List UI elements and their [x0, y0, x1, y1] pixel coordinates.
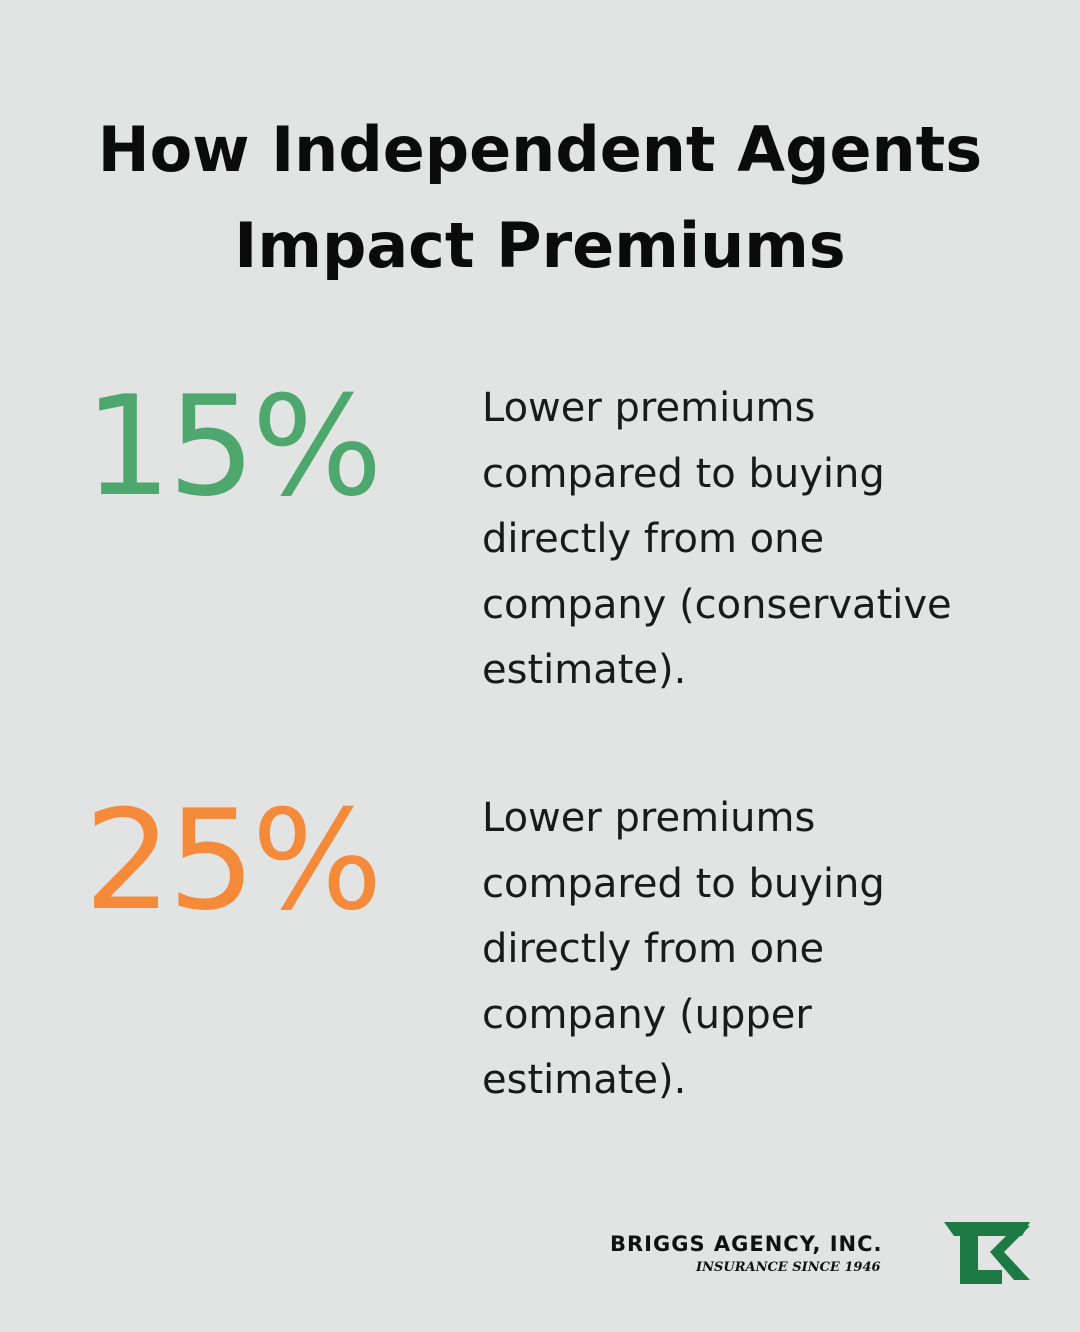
stat-description-line: directly from one [482, 926, 825, 972]
logo-tagline: INSURANCE SINCE 1946 [696, 1260, 881, 1275]
stat-description: Lower premiums compared to buying direct… [482, 786, 1042, 1114]
stat-description-line: Lower premiums [482, 385, 816, 431]
stat-description: Lower premiums compared to buying direct… [482, 376, 1042, 704]
page-title: How Independent Agents Impact Premiums [0, 102, 1080, 294]
stat-value: 15% [84, 366, 383, 527]
stat-value: 25% [84, 780, 383, 941]
title-line-1: How Independent Agents [97, 113, 983, 186]
stat-description-line: Lower premiums [482, 795, 816, 841]
stat-description-line: company (conservative [482, 581, 952, 628]
stat-description-line: estimate). [482, 1057, 687, 1103]
stat-description-line: directly from one [482, 516, 825, 562]
briggs-agency-logo-mark-icon [944, 1222, 1030, 1284]
stat-description-line: compared to buying [482, 450, 885, 497]
stat-description-line: compared to buying [482, 860, 885, 907]
logo-company-name: BRIGGS AGENCY, INC. [610, 1232, 883, 1256]
stat-description-line: company (upper [482, 991, 812, 1038]
company-logo: BRIGGS AGENCY, INC. INSURANCE SINCE 1946 [610, 1218, 1030, 1288]
title-line-2: Impact Premiums [234, 209, 846, 282]
stat-description-line: estimate). [482, 647, 687, 693]
